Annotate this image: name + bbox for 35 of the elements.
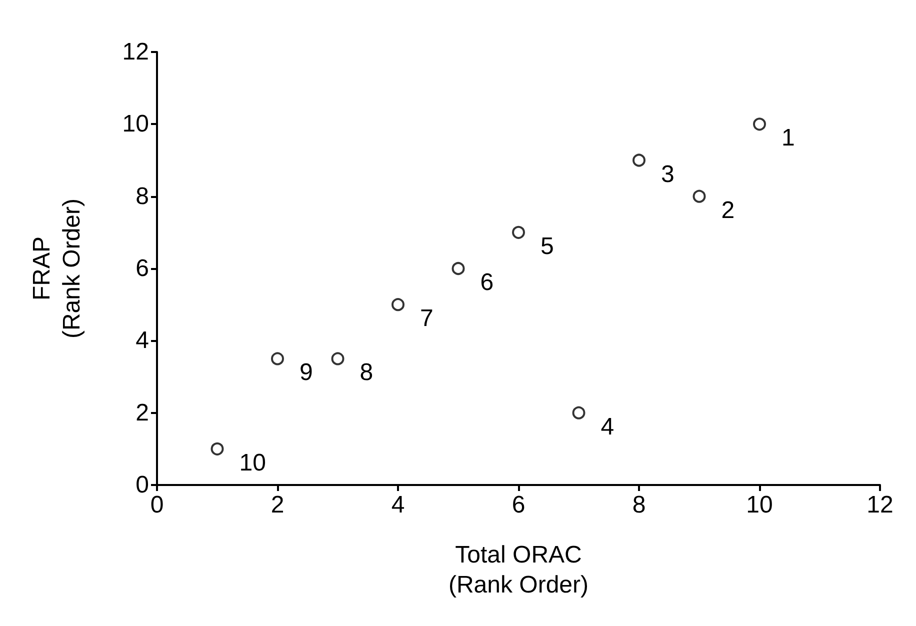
point (452, 262, 465, 275)
y-tick-label: 4 (136, 327, 149, 354)
y-tick-label: 10 (122, 110, 149, 138)
annotation: 1 (782, 124, 795, 152)
x-axis-title: Total ORAC (Rank Order) (448, 542, 589, 598)
x-tick-label: 2 (270, 492, 284, 518)
y-tick-label: 12 (122, 38, 149, 66)
point (753, 118, 766, 131)
y-tick-label: 6 (136, 255, 149, 282)
y-tick-label: 8 (136, 182, 149, 210)
annotation: 7 (420, 305, 434, 332)
point (572, 406, 586, 420)
point (392, 298, 404, 312)
y-tick-label: 0 (136, 472, 149, 498)
annotation: 8 (360, 359, 374, 386)
y-axis-title: FRAP (Rank Order) (28, 198, 86, 339)
point (271, 352, 284, 366)
y-tick-label: 2 (136, 399, 149, 426)
point (692, 190, 706, 203)
annotation: 3 (661, 160, 674, 188)
x-tick-label: 8 (632, 492, 646, 518)
point (512, 226, 525, 239)
annotation: 2 (721, 196, 735, 224)
annotation: 4 (600, 413, 614, 440)
x-tick-label: 6 (512, 492, 526, 518)
point (331, 352, 344, 366)
point (210, 442, 224, 456)
annotation: 6 (480, 269, 494, 296)
x-tick-label: 4 (391, 492, 405, 518)
annotation: 9 (300, 359, 313, 386)
x-tick-label: 10 (746, 492, 773, 518)
annotation: 10 (239, 449, 266, 476)
x-tick-label: 12 (866, 492, 894, 518)
annotation: 5 (540, 232, 554, 260)
point (632, 154, 646, 167)
